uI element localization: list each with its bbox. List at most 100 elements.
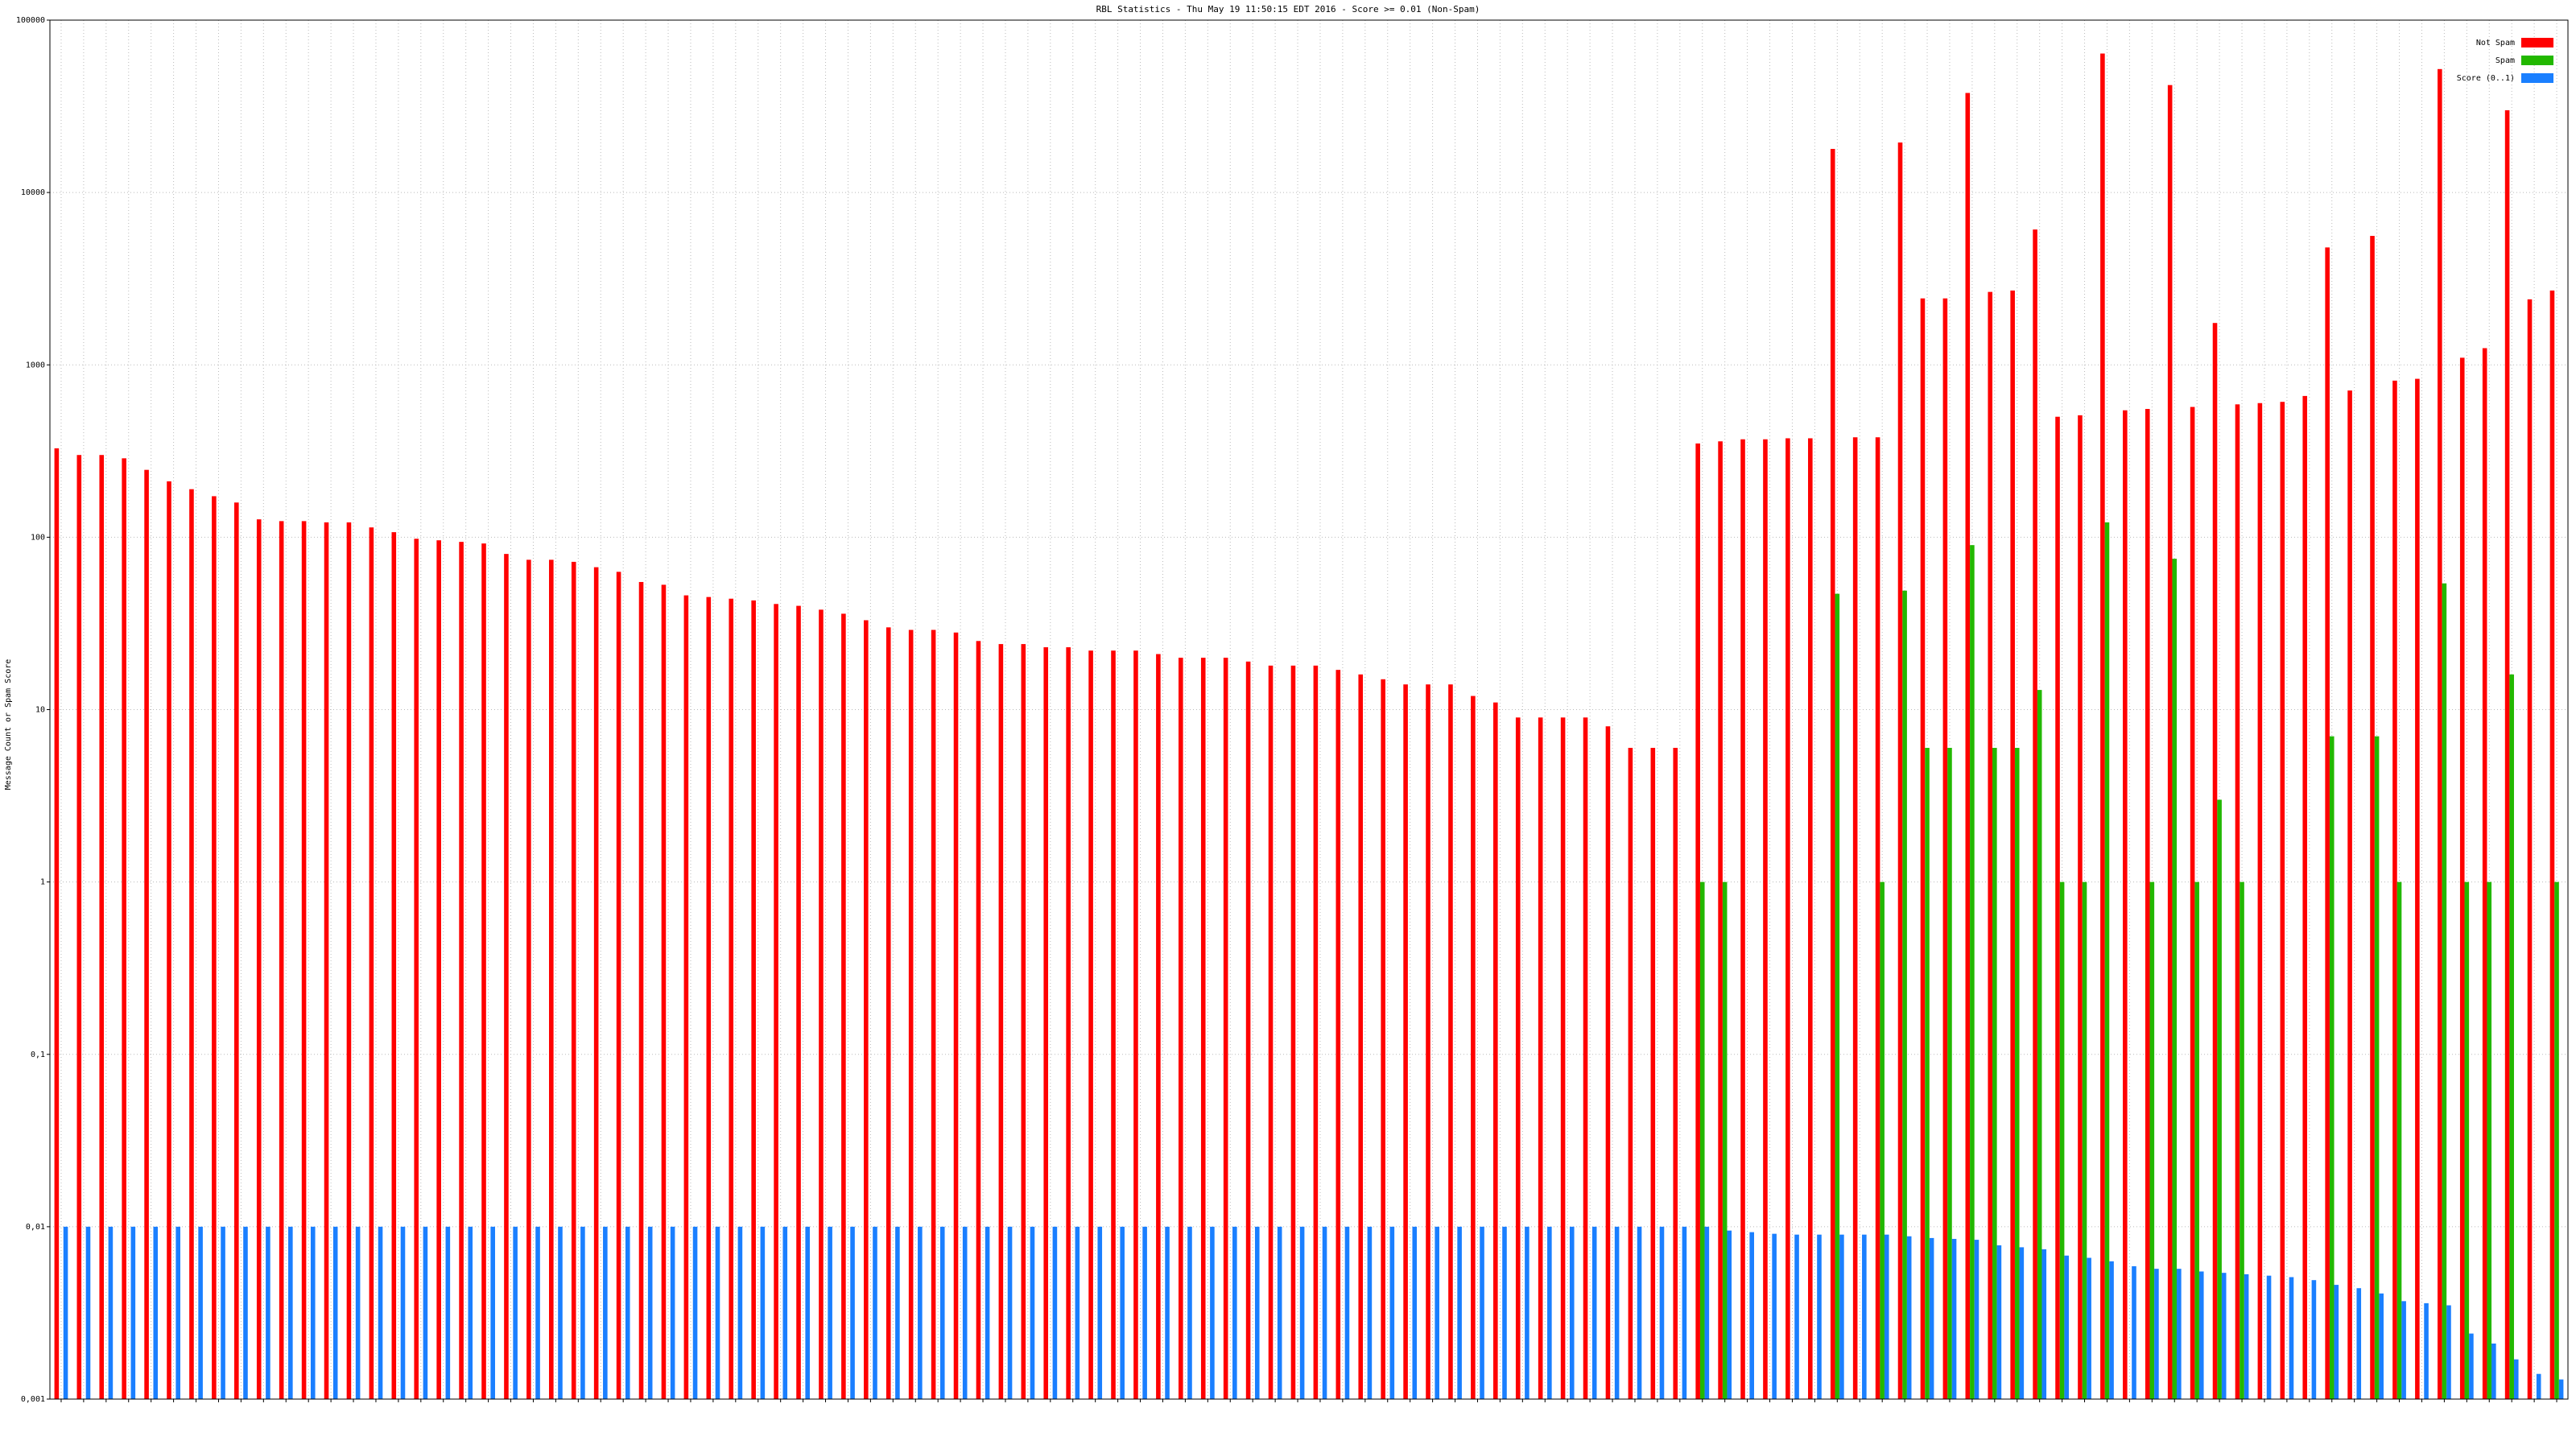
bar bbox=[310, 1226, 316, 1399]
bar bbox=[1794, 1234, 1799, 1399]
bar bbox=[1880, 881, 1885, 1399]
y-axis-label: Message Count or Spam Score bbox=[4, 659, 13, 791]
bar bbox=[976, 641, 981, 1399]
bar bbox=[1335, 670, 1341, 1399]
bar bbox=[1970, 545, 1975, 1399]
bar bbox=[2145, 409, 2150, 1399]
bar bbox=[490, 1226, 495, 1399]
bar bbox=[2504, 109, 2510, 1399]
bar bbox=[864, 620, 869, 1399]
bar bbox=[1637, 1226, 1642, 1399]
bar bbox=[774, 604, 778, 1399]
bar bbox=[2459, 357, 2465, 1400]
bar bbox=[998, 644, 1004, 1399]
bar bbox=[2325, 247, 2330, 1400]
bar bbox=[1628, 748, 1633, 1399]
bar bbox=[2401, 1301, 2406, 1399]
bar bbox=[886, 627, 891, 1399]
bar bbox=[2041, 1249, 2047, 1399]
bar bbox=[504, 554, 509, 1399]
bar bbox=[1120, 1226, 1125, 1399]
bar bbox=[1254, 1226, 1260, 1399]
bar bbox=[1906, 1236, 1912, 1399]
chart-title: RBL Statistics - Thu May 19 11:50:15 EDT… bbox=[1096, 4, 1480, 14]
bar bbox=[2311, 1280, 2317, 1399]
bar bbox=[2513, 1359, 2519, 1399]
bar bbox=[2194, 881, 2199, 1399]
bar bbox=[1704, 1226, 1710, 1399]
bar bbox=[2334, 1285, 2339, 1399]
bar bbox=[1007, 1226, 1013, 1399]
bar bbox=[346, 522, 352, 1399]
bar bbox=[1232, 1226, 1237, 1399]
plot-frame bbox=[49, 19, 2569, 1400]
bar bbox=[1727, 1230, 1732, 1399]
y-tick-label: 10 bbox=[35, 706, 45, 715]
bar bbox=[1179, 658, 1183, 1399]
bar bbox=[729, 598, 734, 1399]
bar bbox=[1367, 1226, 1373, 1399]
bar bbox=[2104, 522, 2110, 1399]
bar bbox=[1749, 1232, 1754, 1399]
bar bbox=[459, 542, 464, 1399]
bar bbox=[1884, 1234, 1889, 1399]
bar bbox=[189, 489, 194, 1399]
bar bbox=[1830, 148, 1835, 1399]
y-tick-label: 100000 bbox=[16, 16, 45, 25]
bar bbox=[54, 448, 60, 1399]
legend-label: Not Spam bbox=[2476, 39, 2515, 47]
bar bbox=[2509, 674, 2514, 1399]
bar bbox=[1480, 1226, 1484, 1399]
bar bbox=[985, 1226, 990, 1399]
y-tick-label: 0,1 bbox=[31, 1051, 45, 1059]
bar bbox=[895, 1226, 900, 1399]
bar bbox=[2329, 736, 2334, 1399]
bar bbox=[423, 1226, 428, 1399]
bar bbox=[256, 519, 262, 1400]
bar bbox=[1133, 650, 1138, 1399]
bar bbox=[2212, 323, 2218, 1399]
bar bbox=[625, 1226, 630, 1399]
bar bbox=[2059, 881, 2065, 1399]
bar bbox=[468, 1226, 473, 1399]
bar bbox=[828, 1226, 832, 1399]
bar bbox=[571, 561, 576, 1399]
bar bbox=[1471, 696, 1476, 1399]
bar bbox=[1448, 684, 1453, 1399]
y-tick-label: 10000 bbox=[21, 188, 45, 197]
bar bbox=[1493, 702, 1498, 1399]
bar bbox=[76, 455, 82, 1399]
bar bbox=[63, 1226, 68, 1399]
bar bbox=[2082, 881, 2087, 1399]
bar bbox=[2100, 53, 2105, 1400]
bar bbox=[2469, 1333, 2474, 1399]
bar bbox=[2123, 410, 2128, 1399]
bar bbox=[715, 1226, 720, 1399]
bar bbox=[1245, 661, 1251, 1399]
bar bbox=[1412, 1226, 1418, 1399]
bar bbox=[108, 1226, 114, 1399]
bar bbox=[1358, 674, 1364, 1399]
bar bbox=[1043, 647, 1049, 1399]
bar bbox=[850, 1226, 855, 1399]
legend-label: Spam bbox=[2496, 56, 2515, 65]
bar bbox=[1902, 590, 1907, 1399]
bar bbox=[1075, 1226, 1080, 1399]
bar bbox=[1659, 1226, 1665, 1399]
bar bbox=[2087, 1257, 2091, 1399]
bar bbox=[1992, 748, 1997, 1399]
bar bbox=[841, 613, 846, 1399]
bar bbox=[962, 1226, 968, 1399]
bar bbox=[279, 521, 284, 1399]
bar bbox=[2266, 1275, 2272, 1399]
bar bbox=[760, 1226, 766, 1399]
bar bbox=[1538, 717, 1543, 1399]
bar bbox=[2019, 1247, 2025, 1399]
bar bbox=[1583, 717, 1588, 1399]
bar bbox=[1313, 665, 1319, 1399]
bar bbox=[1277, 1226, 1282, 1399]
bar bbox=[2302, 395, 2308, 1400]
bar bbox=[1515, 717, 1521, 1399]
bar bbox=[2280, 402, 2285, 1399]
bar bbox=[661, 584, 667, 1399]
